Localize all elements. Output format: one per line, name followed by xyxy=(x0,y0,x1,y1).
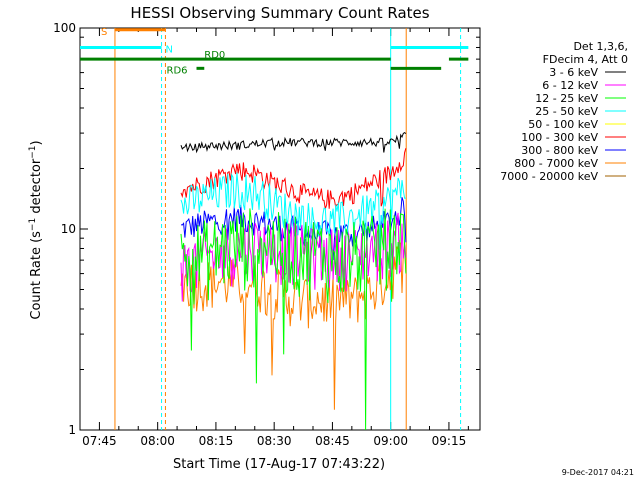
y-tick-label: 100 xyxy=(53,21,76,35)
flag-label: N xyxy=(166,44,173,55)
plot-area: 07:45 08:00 08:15 08:30 08:45 09:00 09:15 1 10 10… xyxy=(53,21,481,448)
legend-label: 7000 - 20000 keV xyxy=(500,170,598,183)
legend-label: 6 - 12 keV xyxy=(542,79,598,92)
flag-label: S xyxy=(101,27,107,38)
legend-header: Det 1,3,6, xyxy=(573,40,628,53)
x-tick-label: 08:30 xyxy=(257,434,292,448)
flag-label: RD6 xyxy=(167,65,188,76)
x-tick-label: 08:45 xyxy=(315,434,350,448)
x-axis-label: Start Time (17-Aug-17 07:43:22) xyxy=(173,457,385,472)
flag-label: RD0 xyxy=(204,50,225,61)
footer-date: 9-Dec-2017 04:21 xyxy=(562,468,634,477)
x-tick-label: 07:45 xyxy=(82,434,117,448)
series-line xyxy=(180,240,407,410)
legend-label: 50 - 100 keV xyxy=(528,118,598,131)
chart-title: HESSI Observing Summary Count Rates xyxy=(130,4,429,22)
series-line xyxy=(180,208,407,431)
x-tick-label: 09:15 xyxy=(432,434,467,448)
y-tick-label: 1 xyxy=(68,423,76,437)
legend-label: 12 - 25 keV xyxy=(535,92,598,105)
y-axis-label: Count Rate (s−1 detector−1) xyxy=(28,140,44,319)
x-tick-label: 08:15 xyxy=(199,434,234,448)
series-line xyxy=(180,148,407,211)
legend-header: FDecim 4, Att 0 xyxy=(543,53,628,66)
series-line xyxy=(180,172,406,250)
legend-label: 25 - 50 keV xyxy=(535,105,598,118)
x-tick-label: 08:00 xyxy=(140,434,175,448)
y-tick-label: 10 xyxy=(61,222,76,236)
legend-label: 3 - 6 keV xyxy=(549,66,598,79)
legend-label: 300 - 800 keV xyxy=(521,144,598,157)
legend-label: 100 - 300 keV xyxy=(521,131,598,144)
x-tick-label: 09:00 xyxy=(373,434,408,448)
legend-label: 800 - 7000 keV xyxy=(514,157,598,170)
series-line xyxy=(180,131,407,154)
